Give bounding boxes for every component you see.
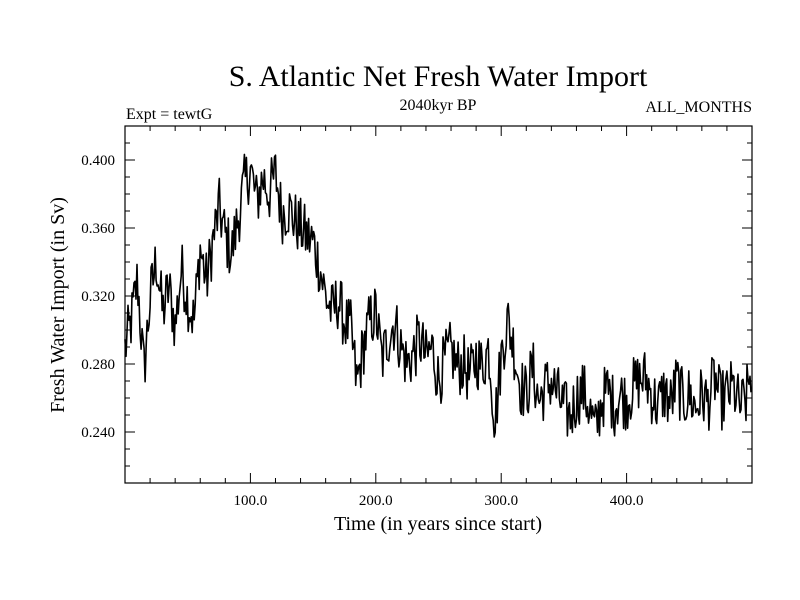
x-tick-label: 200.0 [359, 493, 393, 509]
y-tick-label: 0.280 [81, 357, 115, 373]
x-tick-label: 400.0 [610, 493, 644, 509]
chart-subtitle-center: 2040kyr BP [400, 97, 477, 114]
y-axis-label: Fresh Water Import (in Sv) [47, 197, 69, 413]
plot-frame [124, 125, 753, 484]
x-tick-label: 100.0 [234, 493, 268, 509]
chart-subtitle-left: Expt = tewtG [126, 106, 213, 123]
y-axis: 0.240 0.280 0.320 0.360 0.400 [81, 142, 752, 467]
x-axis-label: Time (in years since start) [334, 513, 542, 535]
y-tick-label: 0.320 [81, 289, 115, 305]
chart-subtitle-right: ALL_MONTHS [645, 99, 752, 116]
x-axis: 100.0 200.0 300.0 400.0 [149, 126, 728, 509]
y-tick-label: 0.400 [81, 153, 115, 169]
series-line [124, 153, 752, 438]
x-tick-label: 300.0 [484, 493, 518, 509]
chart-title: S. Atlantic Net Fresh Water Import [229, 60, 648, 93]
y-tick-label: 0.240 [81, 425, 115, 441]
y-tick-label: 0.360 [81, 221, 115, 237]
